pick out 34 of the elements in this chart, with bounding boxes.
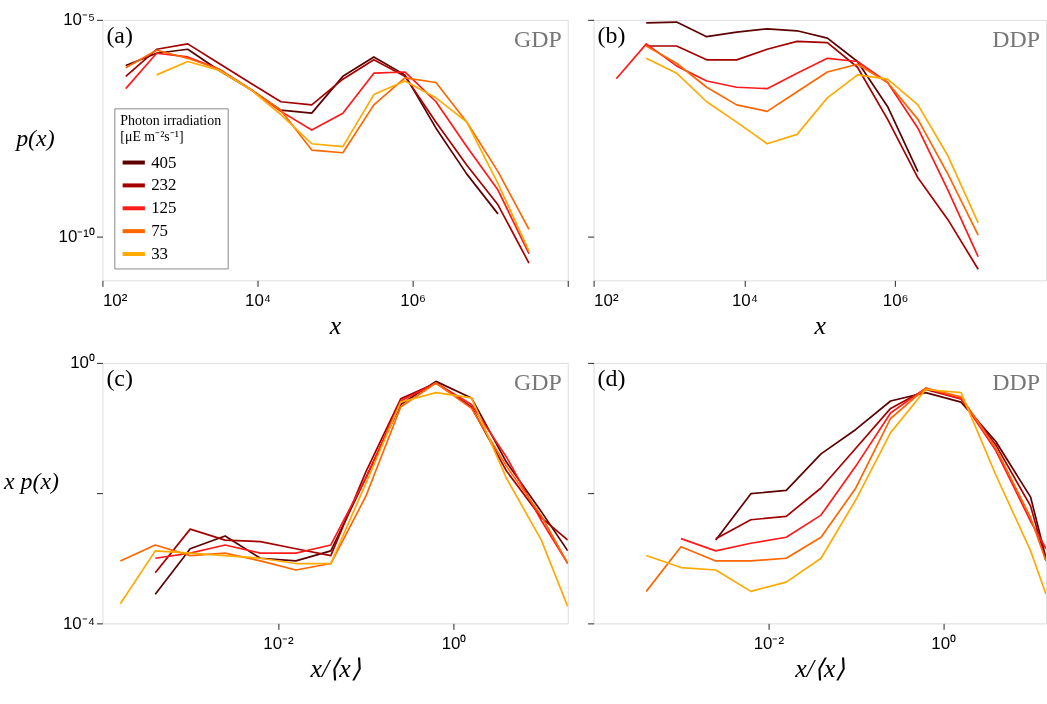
- legend-label: 125: [151, 198, 177, 218]
- x-axis-title: x: [328, 310, 342, 340]
- legend-label: 75: [151, 221, 169, 241]
- x-axis-title: x/⟨x⟩: [794, 653, 846, 683]
- annotation: GDP: [514, 368, 562, 395]
- y-tick-label: 10⁻⁵: [63, 10, 95, 30]
- annotation: (c): [106, 364, 133, 391]
- legend-label: 405: [151, 152, 177, 172]
- x-tick-label: 10⁻²: [753, 633, 785, 653]
- y-tick-label: 10⁰: [70, 353, 95, 373]
- annotation: (b): [597, 21, 626, 48]
- y-axis-title: x p(x): [2, 467, 59, 494]
- x-tick-label: 10⁴: [245, 290, 272, 310]
- x-tick-label: 10⁶: [882, 290, 909, 310]
- x-tick-label: 10⁰: [931, 633, 957, 653]
- x-tick-label: 10⁰: [441, 633, 467, 653]
- x-axis-title: x/⟨x⟩: [309, 653, 361, 683]
- legend-label: 33: [151, 243, 169, 263]
- annotation: GDP: [514, 25, 562, 52]
- x-tick-label: 10⁶: [400, 290, 427, 310]
- x-axis-title: x: [813, 310, 827, 340]
- y-tick-label: 10⁻⁴: [62, 613, 95, 633]
- legend-title: Photon irradiation [μE m⁻²s⁻¹]: [120, 113, 222, 145]
- x-tick-label: 10²: [594, 290, 619, 310]
- legend-label: 232: [151, 175, 177, 195]
- x-tick-label: 10⁻²: [263, 633, 295, 653]
- y-tick-label: 10⁻¹⁰: [58, 227, 95, 247]
- annotation: (d): [597, 364, 626, 391]
- x-tick-label: 10²: [102, 290, 128, 310]
- annotation: (a): [106, 21, 133, 48]
- annotation: DDP: [992, 368, 1041, 395]
- annotation: DDP: [992, 25, 1041, 52]
- x-tick-label: 10⁴: [731, 290, 758, 310]
- y-axis-title: p(x): [14, 124, 55, 151]
